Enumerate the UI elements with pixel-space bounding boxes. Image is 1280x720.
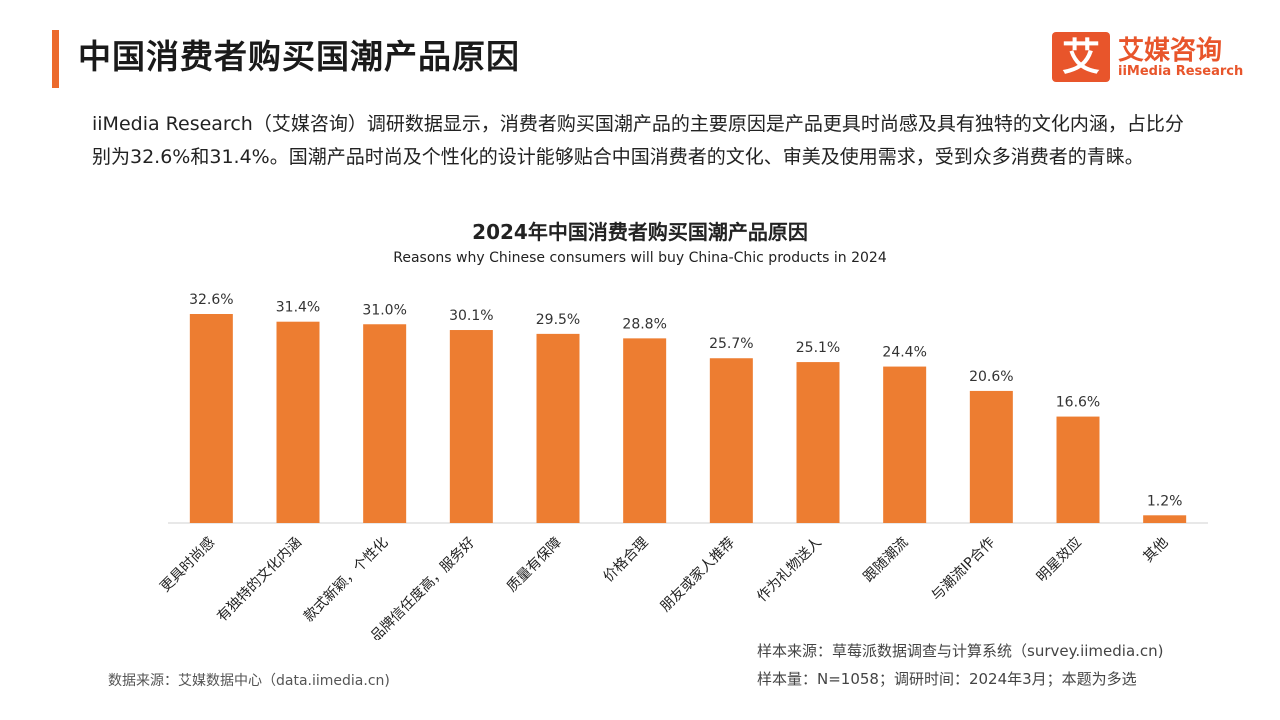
bar bbox=[1056, 416, 1100, 523]
category-tick-label: 明星效应 bbox=[1033, 534, 1085, 586]
logo-name-en: iiMedia Research bbox=[1118, 64, 1244, 79]
bar bbox=[883, 366, 927, 523]
bar-value-label: 20.6% bbox=[969, 369, 1013, 385]
logo-name-cn: 艾媒咨询 bbox=[1118, 36, 1223, 66]
bar-value-label: 24.4% bbox=[882, 345, 926, 361]
bar-value-label: 31.0% bbox=[362, 302, 406, 318]
chart-subtitle: Reasons why Chinese consumers will buy C… bbox=[393, 250, 887, 266]
category-tick-label: 作为礼物送人 bbox=[754, 535, 825, 606]
bar-value-label: 31.4% bbox=[276, 300, 320, 316]
logo-mark: 艾 bbox=[1052, 32, 1110, 82]
sample-source-note: 样本来源：草莓派数据调查与计算系统（survey.iimedia.cn) bbox=[757, 642, 1164, 660]
page-title: 中国消费者购买国潮产品原因 bbox=[78, 37, 520, 76]
bar bbox=[189, 314, 233, 523]
sample-info-note: 样本量：N=1058；调研时间：2024年3月；本题为多选 bbox=[757, 670, 1137, 688]
title-accent-bar bbox=[52, 30, 59, 88]
bar-value-label: 16.6% bbox=[1056, 395, 1100, 411]
category-tick-label: 更具时尚感 bbox=[157, 534, 219, 596]
category-tick-label: 朋友或家人推荐 bbox=[657, 534, 738, 615]
bar bbox=[536, 333, 580, 523]
chart-title: 2024年中国消费者购买国潮产品原因 bbox=[472, 220, 808, 244]
bar bbox=[276, 321, 320, 523]
category-tick-label: 质量有保障 bbox=[504, 535, 565, 596]
bar bbox=[969, 390, 1013, 523]
category-tick-label: 款式新颖，个性化 bbox=[301, 535, 392, 626]
bar bbox=[1143, 515, 1187, 523]
category-tick-label: 跟随潮流 bbox=[861, 535, 912, 586]
bar bbox=[709, 358, 753, 523]
bar-value-label: 28.8% bbox=[622, 316, 666, 332]
bar-value-label: 32.6% bbox=[189, 292, 233, 308]
data-source-note: 数据来源：艾媒数据中心（data.iimedia.cn) bbox=[108, 673, 390, 689]
category-tick-label: 与潮流IP合作 bbox=[928, 535, 998, 605]
intro-paragraph: iiMedia Research（艾媒咨询）调研数据显示，消费者购买国潮产品的主… bbox=[92, 113, 1184, 168]
bar-value-label: 1.2% bbox=[1147, 493, 1183, 509]
bar bbox=[449, 330, 493, 523]
bar-value-label: 30.1% bbox=[449, 308, 493, 324]
bar-value-label: 25.1% bbox=[796, 340, 840, 356]
bar-chart: 32.6% 更具时尚感 31.4% 有独特的文化内涵 31.0% 款式新颖，个性化 30.1… bbox=[157, 292, 1208, 640]
category-tick-label: 有独特的文化内涵 bbox=[214, 535, 305, 626]
bar bbox=[623, 338, 667, 523]
category-tick-label: 价格合理 bbox=[601, 535, 652, 586]
category-tick-label: 其他 bbox=[1140, 535, 1171, 566]
bar bbox=[796, 362, 840, 523]
brand-logo: 艾 艾媒咨询 iiMedia Research bbox=[1052, 30, 1262, 86]
bar bbox=[363, 324, 407, 523]
bar-value-label: 25.7% bbox=[709, 336, 753, 352]
bar-value-label: 29.5% bbox=[536, 312, 580, 328]
